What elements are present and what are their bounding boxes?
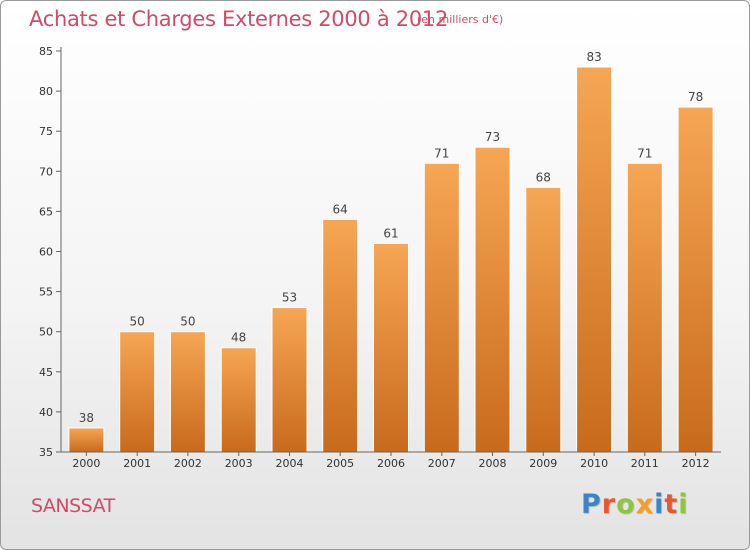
y-tick-label-40: 40: [39, 406, 53, 419]
bar-2002: [169, 331, 206, 453]
logo-letter: r: [601, 489, 617, 520]
bar-2008: [474, 146, 511, 453]
y-tick-label-60: 60: [39, 246, 53, 259]
x-tick-label-2012: 2012: [682, 457, 710, 470]
data-label-2012: 78: [688, 90, 703, 104]
data-label-2006: 61: [383, 227, 398, 241]
y-tick-label-80: 80: [39, 85, 53, 98]
bar-2005: [322, 218, 359, 453]
logo-letter: i: [678, 489, 689, 520]
data-label-2005: 64: [333, 202, 348, 216]
data-label-2010: 83: [586, 50, 601, 64]
y-tick-label-70: 70: [39, 165, 53, 178]
logo-letter: t: [664, 489, 679, 520]
chart-subtitle: (en milliers d'€): [417, 13, 504, 26]
bar-2009: [525, 186, 562, 453]
x-tick-label-2002: 2002: [174, 457, 202, 470]
x-tick-label-2009: 2009: [529, 457, 557, 470]
y-tick-label-85: 85: [39, 45, 53, 58]
y-tick-label-75: 75: [39, 125, 53, 138]
logo-letter: P: [581, 489, 602, 520]
y-tick-label-55: 55: [39, 286, 53, 299]
logo-letter: o: [616, 489, 636, 520]
y-tick-label-50: 50: [39, 326, 53, 339]
data-label-2007: 71: [434, 146, 449, 160]
x-tick-label-2008: 2008: [479, 457, 507, 470]
y-tick-label-65: 65: [39, 205, 53, 218]
bar-2012: [677, 106, 714, 453]
bar-2007: [423, 162, 460, 453]
x-tick-label-2004: 2004: [276, 457, 304, 470]
data-label-2002: 50: [180, 315, 195, 329]
x-tick-label-2007: 2007: [428, 457, 456, 470]
x-tick-label-2000: 2000: [72, 457, 100, 470]
logo-letter: x: [635, 489, 655, 520]
x-tick-label-2001: 2001: [123, 457, 151, 470]
data-label-2001: 50: [130, 315, 145, 329]
bar-2003: [220, 347, 257, 453]
proxiti-logo: Proxiti: [581, 489, 689, 520]
bar-2006: [373, 243, 409, 453]
x-tick-label-2006: 2006: [377, 457, 405, 470]
city-name: SANSSAT: [31, 495, 115, 517]
bar-2000: [68, 427, 105, 453]
x-tick-label-2003: 2003: [225, 457, 253, 470]
bar-2004: [271, 307, 308, 453]
data-label-2011: 71: [637, 146, 652, 160]
data-label-2009: 68: [536, 170, 551, 184]
x-tick-label-2011: 2011: [631, 457, 659, 470]
chart-title: Achats et Charges Externes 2000 à 2012: [29, 7, 449, 31]
x-tick-label-2010: 2010: [580, 457, 608, 470]
bar-2010: [576, 66, 613, 453]
logo-letter: i: [654, 489, 665, 520]
y-tick-label-45: 45: [39, 366, 53, 379]
x-tick-label-2005: 2005: [326, 457, 354, 470]
data-label-2000: 38: [79, 411, 94, 425]
data-label-2004: 53: [282, 291, 297, 305]
data-label-2003: 48: [231, 331, 246, 345]
bar-2001: [119, 331, 156, 453]
data-label-2008: 73: [485, 130, 500, 144]
bar-2011: [626, 162, 663, 453]
y-tick-label-35: 35: [39, 446, 53, 459]
